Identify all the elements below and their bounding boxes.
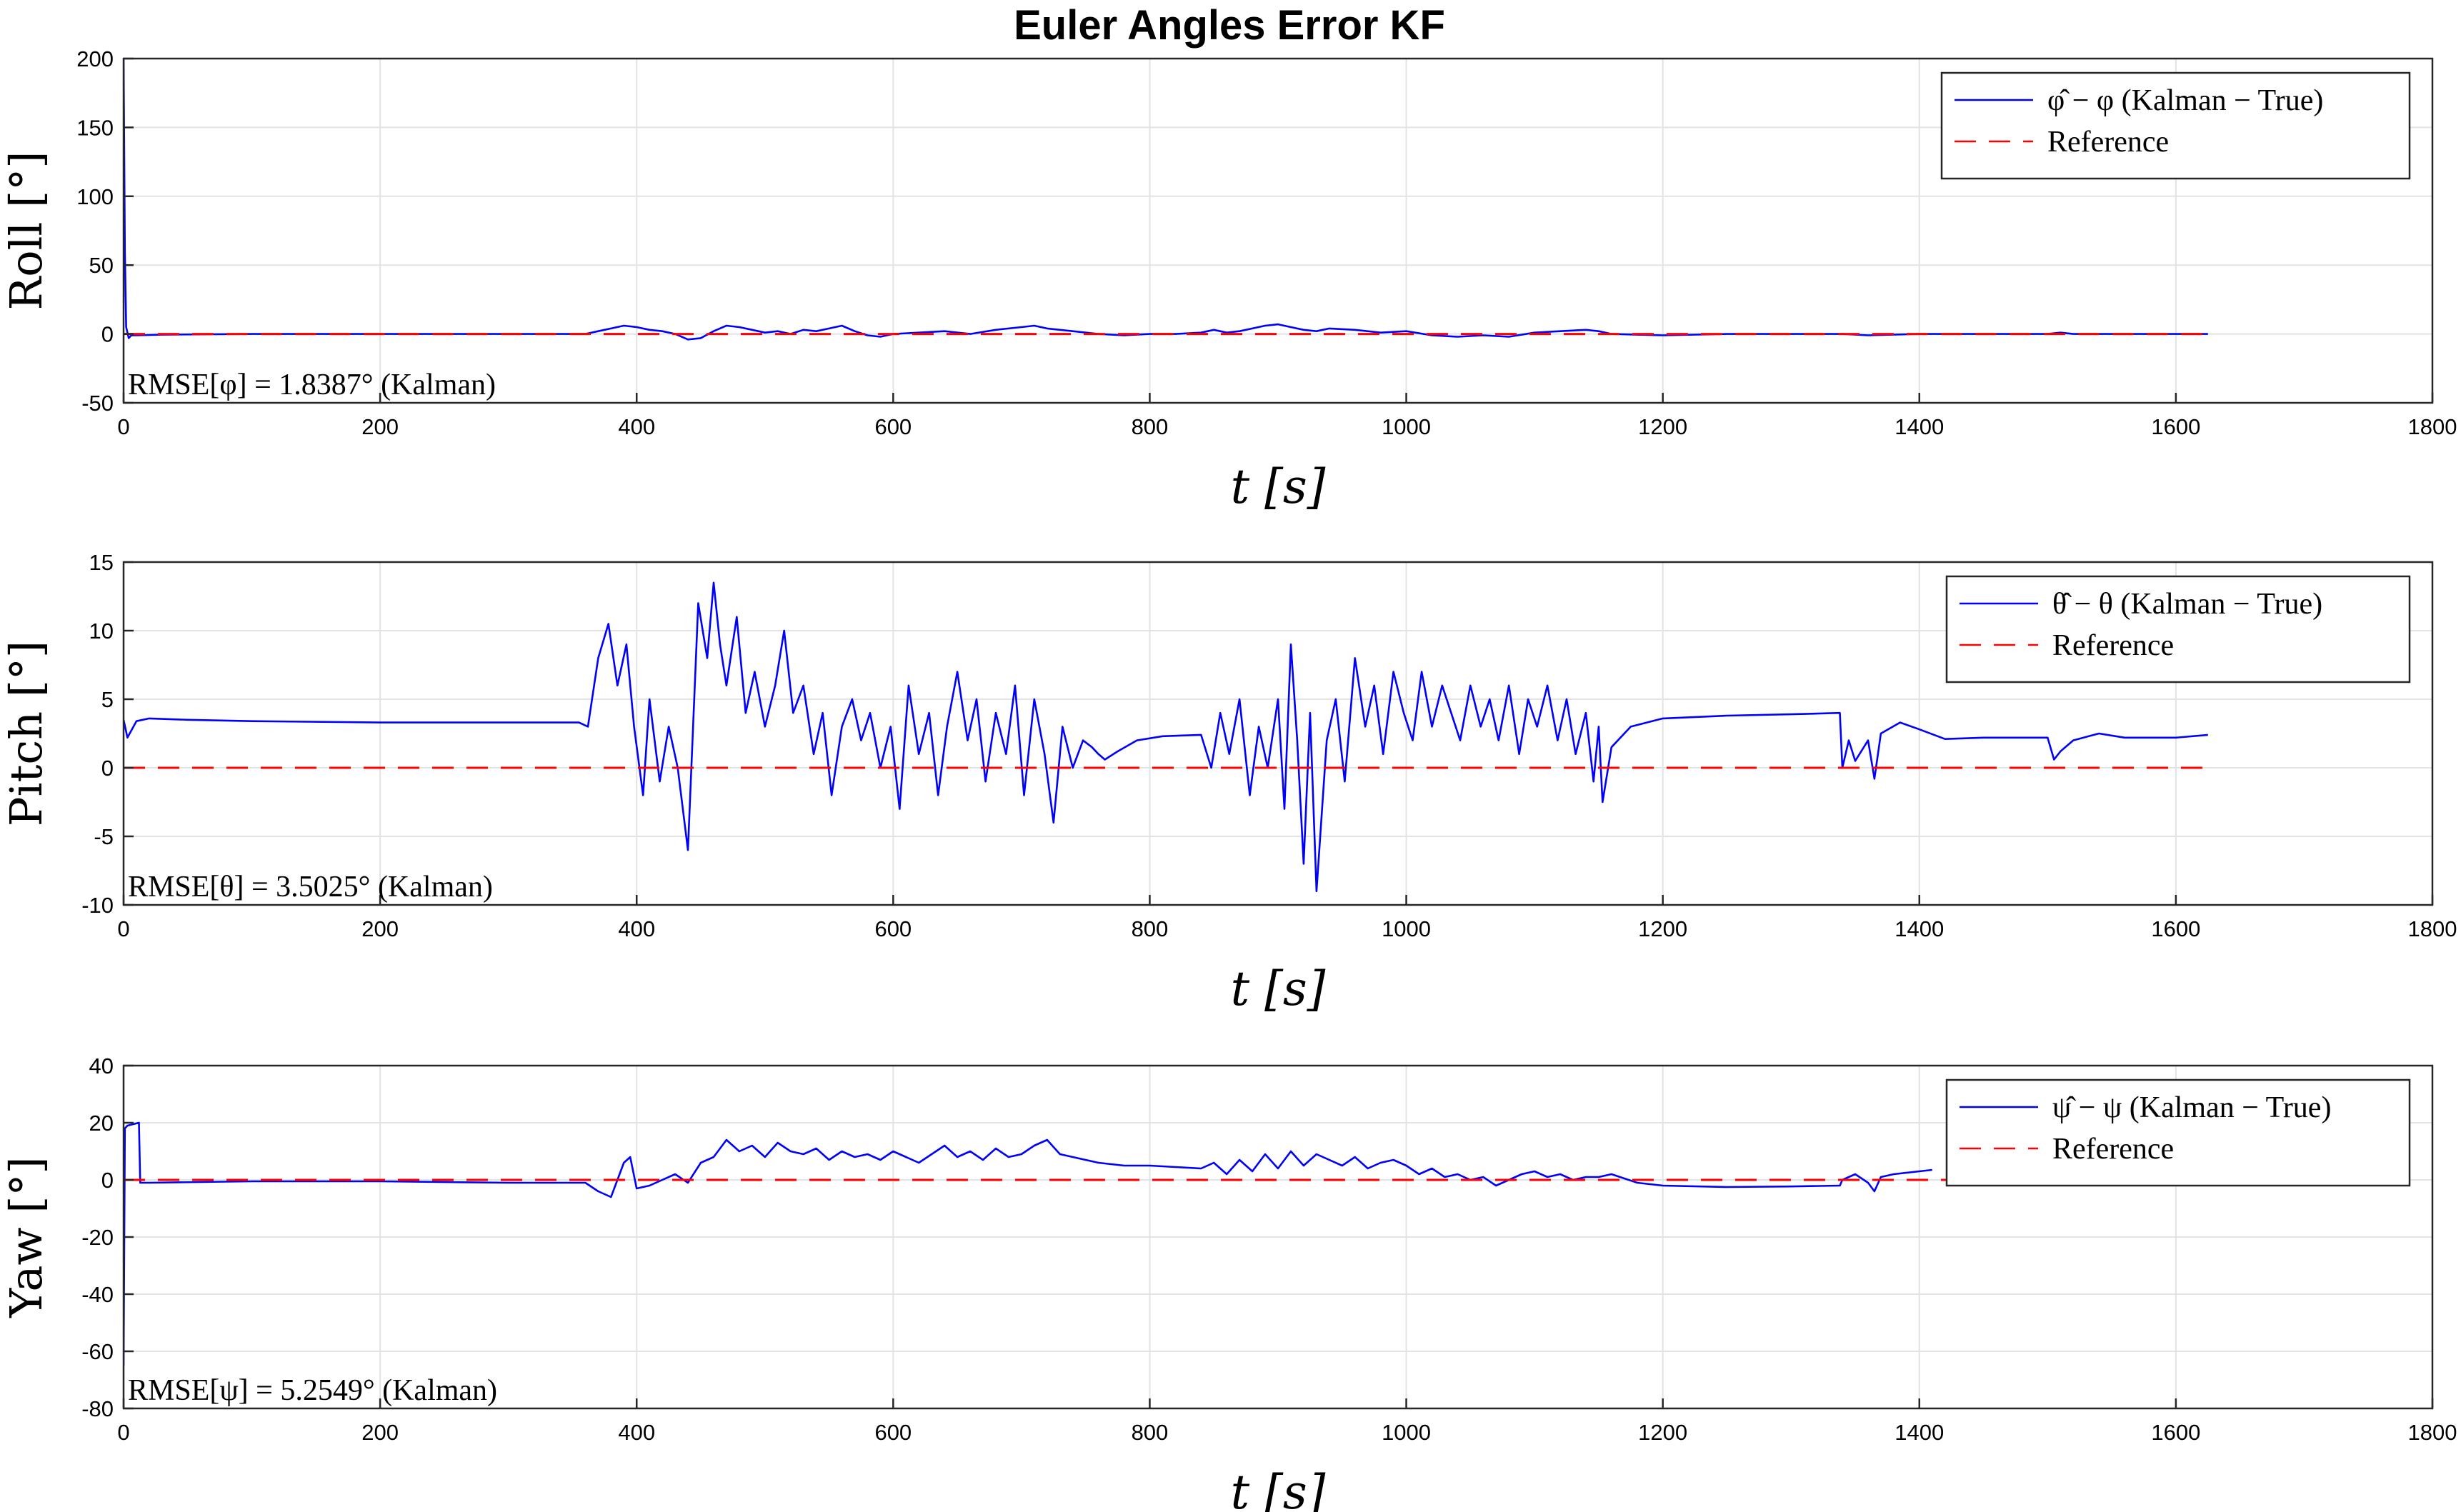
x-tick-label: 600 <box>874 916 912 941</box>
y-tick-label: -20 <box>81 1225 114 1250</box>
y-tick-label: 20 <box>89 1111 114 1136</box>
x-tick-label: 1200 <box>1638 916 1687 941</box>
x-tick-label: 400 <box>618 916 655 941</box>
rmse-annotation: RMSE[φ] = 1.8387° (Kalman) <box>128 369 496 401</box>
y-axis-label: Yaw [°] <box>0 1156 52 1318</box>
x-tick-label: 200 <box>361 916 399 941</box>
error-series-line <box>124 581 2208 893</box>
x-axis-label: t [s] <box>1231 1465 1326 1512</box>
y-tick-label: 50 <box>89 253 114 278</box>
legend-label: Reference <box>2052 1133 2174 1166</box>
legend-label: ψ̂ − ψ (Kalman − True) <box>2052 1091 2331 1124</box>
x-tick-label: 800 <box>1132 916 1169 941</box>
x-tick-label: 1000 <box>1382 916 1431 941</box>
y-tick-label: -50 <box>81 391 114 416</box>
legend-label: φ̂ − φ (Kalman − True) <box>2047 84 2323 117</box>
error-series-line <box>124 1121 1932 1366</box>
x-tick-label: 1600 <box>2151 916 2200 941</box>
y-tick-label: 0 <box>101 1168 114 1193</box>
rmse-annotation: RMSE[ψ] = 5.2549° (Kalman) <box>128 1374 497 1407</box>
x-tick-label: 0 <box>117 916 129 941</box>
y-tick-label: -5 <box>94 824 114 849</box>
y-tick-label: 15 <box>89 550 114 575</box>
x-tick-label: 1600 <box>2151 414 2200 439</box>
x-tick-label: 1800 <box>2408 414 2457 439</box>
x-tick-label: 1400 <box>1895 916 1944 941</box>
x-tick-label: 600 <box>874 414 912 439</box>
y-tick-label: 0 <box>101 322 114 347</box>
x-tick-label: 1400 <box>1895 1420 1944 1445</box>
y-axis-label: Pitch [°] <box>0 641 52 826</box>
subplot-3: 0 200 400 600 800 1000 1200 1400 1600 1800-80-60-… <box>0 1053 2457 1512</box>
y-tick-label: 10 <box>89 619 114 644</box>
x-axis-label: t [s] <box>1231 459 1326 514</box>
y-tick-label: -10 <box>81 893 114 918</box>
legend-label: Reference <box>2052 629 2174 662</box>
x-tick-label: 1000 <box>1382 1420 1431 1445</box>
subplot-2: 0 200 400 600 800 1000 1200 1400 1600 1800 -10 -5 0 5… <box>0 550 2457 1016</box>
y-tick-label: 100 <box>76 184 114 209</box>
y-axis-label: Roll [°] <box>0 151 52 311</box>
legend: θ̂ − θ (Kalman − True) Reference <box>1945 575 2411 684</box>
x-tick-label: 400 <box>618 1420 655 1445</box>
x-tick-label: 1200 <box>1638 414 1687 439</box>
y-tick-label: 5 <box>101 687 114 712</box>
x-tick-label: 0 <box>117 1420 129 1445</box>
x-tick-label: 1800 <box>2408 916 2457 941</box>
subplot-1: 0 200 400 600 800 1000 1200 1400 1600 1800-500501… <box>0 46 2457 514</box>
x-tick-label: 1400 <box>1895 414 1944 439</box>
legend-box <box>1945 575 2411 684</box>
x-tick-label: 1800 <box>2408 1420 2457 1445</box>
y-tick-label: -80 <box>81 1396 114 1421</box>
y-tick-label: 40 <box>89 1053 114 1078</box>
legend-label: θ̂ − θ (Kalman − True) <box>2052 588 2322 621</box>
x-tick-label: 200 <box>361 1420 399 1445</box>
x-tick-label: 200 <box>361 414 399 439</box>
plot-area <box>124 1121 2208 1366</box>
legend-label: Reference <box>2047 126 2169 159</box>
panels: 0 200 400 600 800 1000 1200 1400 1600 1800-500501… <box>0 46 2457 1512</box>
axes-frame <box>122 561 2434 906</box>
plot-area <box>124 59 2208 341</box>
x-tick-label: 400 <box>618 414 655 439</box>
x-tick-label: 800 <box>1132 414 1169 439</box>
x-tick-label: 1200 <box>1638 1420 1687 1445</box>
y-tick-label: 200 <box>76 46 114 71</box>
legend-box <box>1945 1078 2411 1187</box>
axes-frame <box>122 57 2434 404</box>
x-axis-label: t [s] <box>1231 961 1326 1016</box>
x-tick-label: 1600 <box>2151 1420 2200 1445</box>
y-tick-label: 150 <box>76 115 114 140</box>
x-tick-label: 0 <box>117 414 129 439</box>
legend: ψ̂ − ψ (Kalman − True) Reference <box>1945 1078 2411 1187</box>
x-tick-label: 600 <box>874 1420 912 1445</box>
x-tick-label: 1000 <box>1382 414 1431 439</box>
y-tick-label: -60 <box>81 1339 114 1364</box>
y-tick-label: -40 <box>81 1282 114 1307</box>
x-tick-label: 800 <box>1132 1420 1169 1445</box>
legend-box <box>1940 71 2411 180</box>
y-tick-label: 0 <box>101 756 114 781</box>
rmse-annotation: RMSE[θ] = 3.5025° (Kalman) <box>128 871 493 903</box>
legend: φ̂ − φ (Kalman − True) Reference <box>1940 71 2411 180</box>
figure-title: Euler Angles Error KF <box>1014 2 1445 49</box>
plot-area <box>124 581 2208 893</box>
error-series-line <box>124 59 2208 341</box>
